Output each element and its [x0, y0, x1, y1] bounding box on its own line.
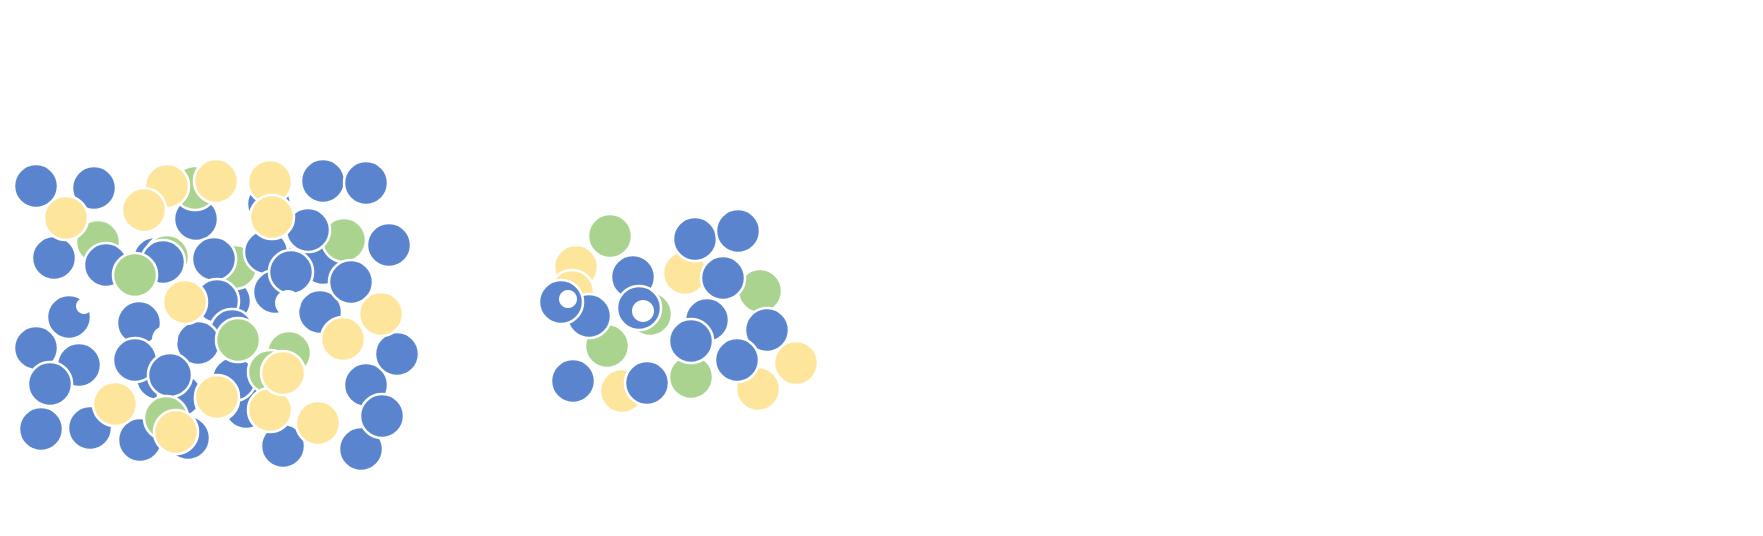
blue-dot: [743, 306, 791, 354]
blue-dot: [337, 425, 385, 473]
gap-hole: [76, 298, 92, 314]
green-dot: [214, 316, 262, 364]
blue-dot: [267, 248, 315, 296]
yellow-dot: [259, 349, 307, 397]
blue-dot: [30, 234, 78, 282]
blue-dot: [365, 221, 413, 269]
blue-dot: [373, 330, 421, 378]
yellow-dot: [161, 278, 209, 326]
gap-hole: [152, 326, 178, 352]
blue-dot: [549, 357, 597, 405]
gap-hole: [559, 290, 577, 308]
blue-dot: [342, 159, 390, 207]
green-dot: [586, 212, 634, 260]
blue-dot: [17, 405, 65, 453]
blue-dot: [327, 258, 375, 306]
blue-dot: [699, 254, 747, 302]
gap-hole: [632, 300, 654, 322]
yellow-dot: [357, 290, 405, 338]
gap-hole: [275, 290, 301, 316]
yellow-dot: [772, 339, 820, 387]
yellow-dot: [42, 194, 90, 242]
yellow-dot: [294, 399, 342, 447]
left-cluster: [12, 157, 421, 473]
blue-dot: [714, 207, 762, 255]
blue-dot: [667, 317, 715, 365]
yellow-dot: [192, 157, 240, 205]
blue-dot: [623, 359, 671, 407]
yellow-dot: [152, 408, 200, 456]
blue-dot: [146, 351, 194, 399]
right-cluster: [537, 207, 820, 415]
yellow-dot: [319, 315, 367, 363]
blue-dot: [671, 215, 719, 263]
blue-dot: [190, 235, 238, 283]
yellow-dot: [120, 186, 168, 234]
yellow-dot: [248, 193, 296, 241]
yellow-dot: [193, 373, 241, 421]
yellow-dot: [91, 380, 139, 428]
blue-dot: [70, 164, 118, 212]
blue-dot: [358, 392, 406, 440]
blue-dot: [12, 162, 60, 210]
blue-dot: [713, 336, 761, 384]
blue-dot: [299, 157, 347, 205]
blue-dot: [26, 360, 74, 408]
green-dot: [111, 251, 159, 299]
